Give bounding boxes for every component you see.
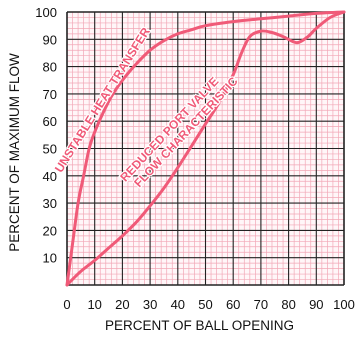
y-tick-label: 60 <box>43 114 57 129</box>
y-tick-label: 50 <box>43 142 57 157</box>
major-grid <box>66 11 345 286</box>
y-tick-labels: 10 20 30 40 50 60 70 80 90 100 <box>35 5 57 266</box>
y-tick-label: 20 <box>43 223 57 238</box>
y-tick-label: 90 <box>43 32 57 47</box>
y-tick-label: 100 <box>35 5 57 20</box>
x-tick-label: 70 <box>254 297 268 312</box>
curves <box>65 10 346 287</box>
x-tick-label: 30 <box>143 297 157 312</box>
x-axis-title: PERCENT OF BALL OPENING <box>105 318 294 333</box>
curve-1 <box>65 10 346 287</box>
x-tick-label: 100 <box>333 297 355 312</box>
y-tick-label: 10 <box>43 251 57 266</box>
x-tick-label: 0 <box>63 297 70 312</box>
x-tick-label: 90 <box>309 297 323 312</box>
x-tick-label: 60 <box>226 297 240 312</box>
x-tick-label: 40 <box>171 297 185 312</box>
y-tick-label: 80 <box>43 60 57 75</box>
y-tick-label: 70 <box>43 87 57 102</box>
y-tick-label: 40 <box>43 169 57 184</box>
x-tick-labels: 0 10 20 30 40 50 60 70 80 90 100 <box>63 297 354 312</box>
curve-2 <box>65 10 346 287</box>
y-tick-label: 30 <box>43 196 57 211</box>
x-tick-label: 10 <box>87 297 101 312</box>
y-axis-title: PERCENT OF MAXIMUM FLOW <box>7 53 22 252</box>
x-tick-label: 50 <box>198 297 212 312</box>
x-tick-label: 80 <box>281 297 295 312</box>
x-tick-label: 20 <box>115 297 129 312</box>
